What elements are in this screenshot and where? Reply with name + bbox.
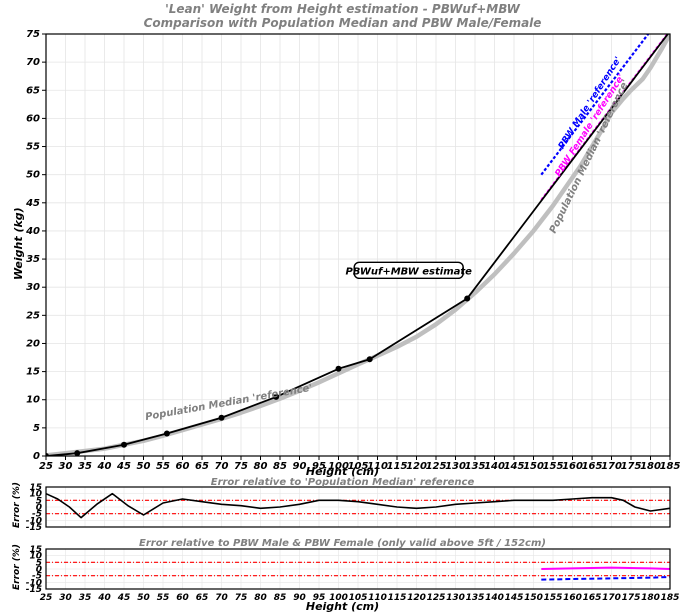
svg-text:20: 20 xyxy=(26,338,40,349)
estimate-marker xyxy=(367,356,373,362)
svg-text:50: 50 xyxy=(26,170,40,181)
estimate-marker xyxy=(464,295,470,301)
chart-canvas: 2530354045505560657075808590951001051101… xyxy=(0,0,685,616)
estimate-marker xyxy=(74,450,80,456)
err2-title: Error relative to PBW Male & PBW Female … xyxy=(0,538,685,549)
svg-text:35: 35 xyxy=(26,254,40,265)
svg-text:0: 0 xyxy=(33,451,40,462)
svg-text:25: 25 xyxy=(26,310,40,321)
err2-y-label: Error (%) xyxy=(12,544,22,590)
estimate-marker xyxy=(219,415,225,421)
svg-text:5: 5 xyxy=(33,423,40,434)
svg-text:70: 70 xyxy=(26,57,40,68)
svg-text:60: 60 xyxy=(26,113,40,124)
svg-text:30: 30 xyxy=(26,282,40,293)
estimate-marker xyxy=(336,366,342,372)
estimate-marker xyxy=(121,442,127,448)
err1-y-label: Error (%) xyxy=(12,482,22,528)
chart-title-sub: Comparison with Population Median and PB… xyxy=(0,16,685,30)
svg-text:10: 10 xyxy=(26,395,40,406)
svg-text:45: 45 xyxy=(25,198,40,209)
main-y-label: Weight (kg) xyxy=(12,207,25,280)
svg-text:15: 15 xyxy=(26,367,40,378)
label-estimate: PBWuf+MBW estimate xyxy=(345,266,472,277)
chart-title-main: 'Lean' Weight from Height estimation - P… xyxy=(0,2,685,16)
svg-text:75: 75 xyxy=(26,29,40,40)
svg-text:40: 40 xyxy=(25,226,40,237)
svg-text:65: 65 xyxy=(26,85,40,96)
err1-title: Error relative to 'Population Median' re… xyxy=(0,477,685,488)
svg-text:55: 55 xyxy=(26,142,40,153)
err2-x-label: Height (cm) xyxy=(0,600,685,613)
estimate-marker xyxy=(164,430,170,436)
